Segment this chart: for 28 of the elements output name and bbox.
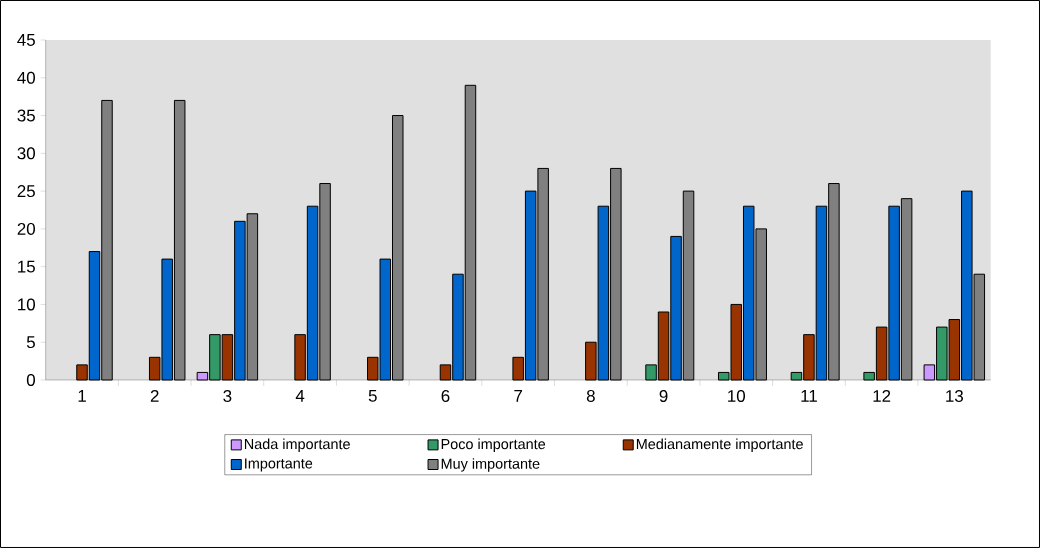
y-tick-label: 15 <box>18 260 35 273</box>
y-tick-label: 25 <box>17 185 35 198</box>
y-tick-label: 0 <box>26 373 35 386</box>
y-tick-label: 5 <box>26 336 35 349</box>
x-tick-label: 11 <box>801 390 817 402</box>
x-tick-label: 7 <box>514 390 523 402</box>
x-tick-label: 5 <box>368 390 377 402</box>
legend-label: Importante <box>245 458 313 472</box>
x-tick-label: 2 <box>150 390 159 402</box>
x-tick-label: 3 <box>223 390 232 402</box>
legend-label: Nada importante <box>244 438 350 453</box>
legend-label: Muy importante <box>441 458 540 472</box>
y-tick-label: 30 <box>17 147 35 160</box>
legend-label: Poco importante <box>441 438 546 453</box>
x-tick-label: 10 <box>728 390 745 402</box>
y-tick-label: 45 <box>17 34 35 46</box>
x-tick-label: 13 <box>946 390 963 402</box>
legend-label: Medianamente importante <box>636 438 803 453</box>
x-tick-label: 9 <box>659 390 668 402</box>
x-tick-label: 8 <box>586 390 595 402</box>
x-tick-label: 4 <box>295 390 305 402</box>
y-tick-label: 35 <box>17 109 35 122</box>
y-tick-label: 20 <box>17 222 35 235</box>
x-tick-label: 6 <box>441 390 450 402</box>
y-tick-label: 10 <box>18 298 35 311</box>
y-tick-label: 40 <box>17 71 35 84</box>
x-tick-label: 12 <box>873 390 891 402</box>
x-tick-label: 1 <box>78 390 86 402</box>
